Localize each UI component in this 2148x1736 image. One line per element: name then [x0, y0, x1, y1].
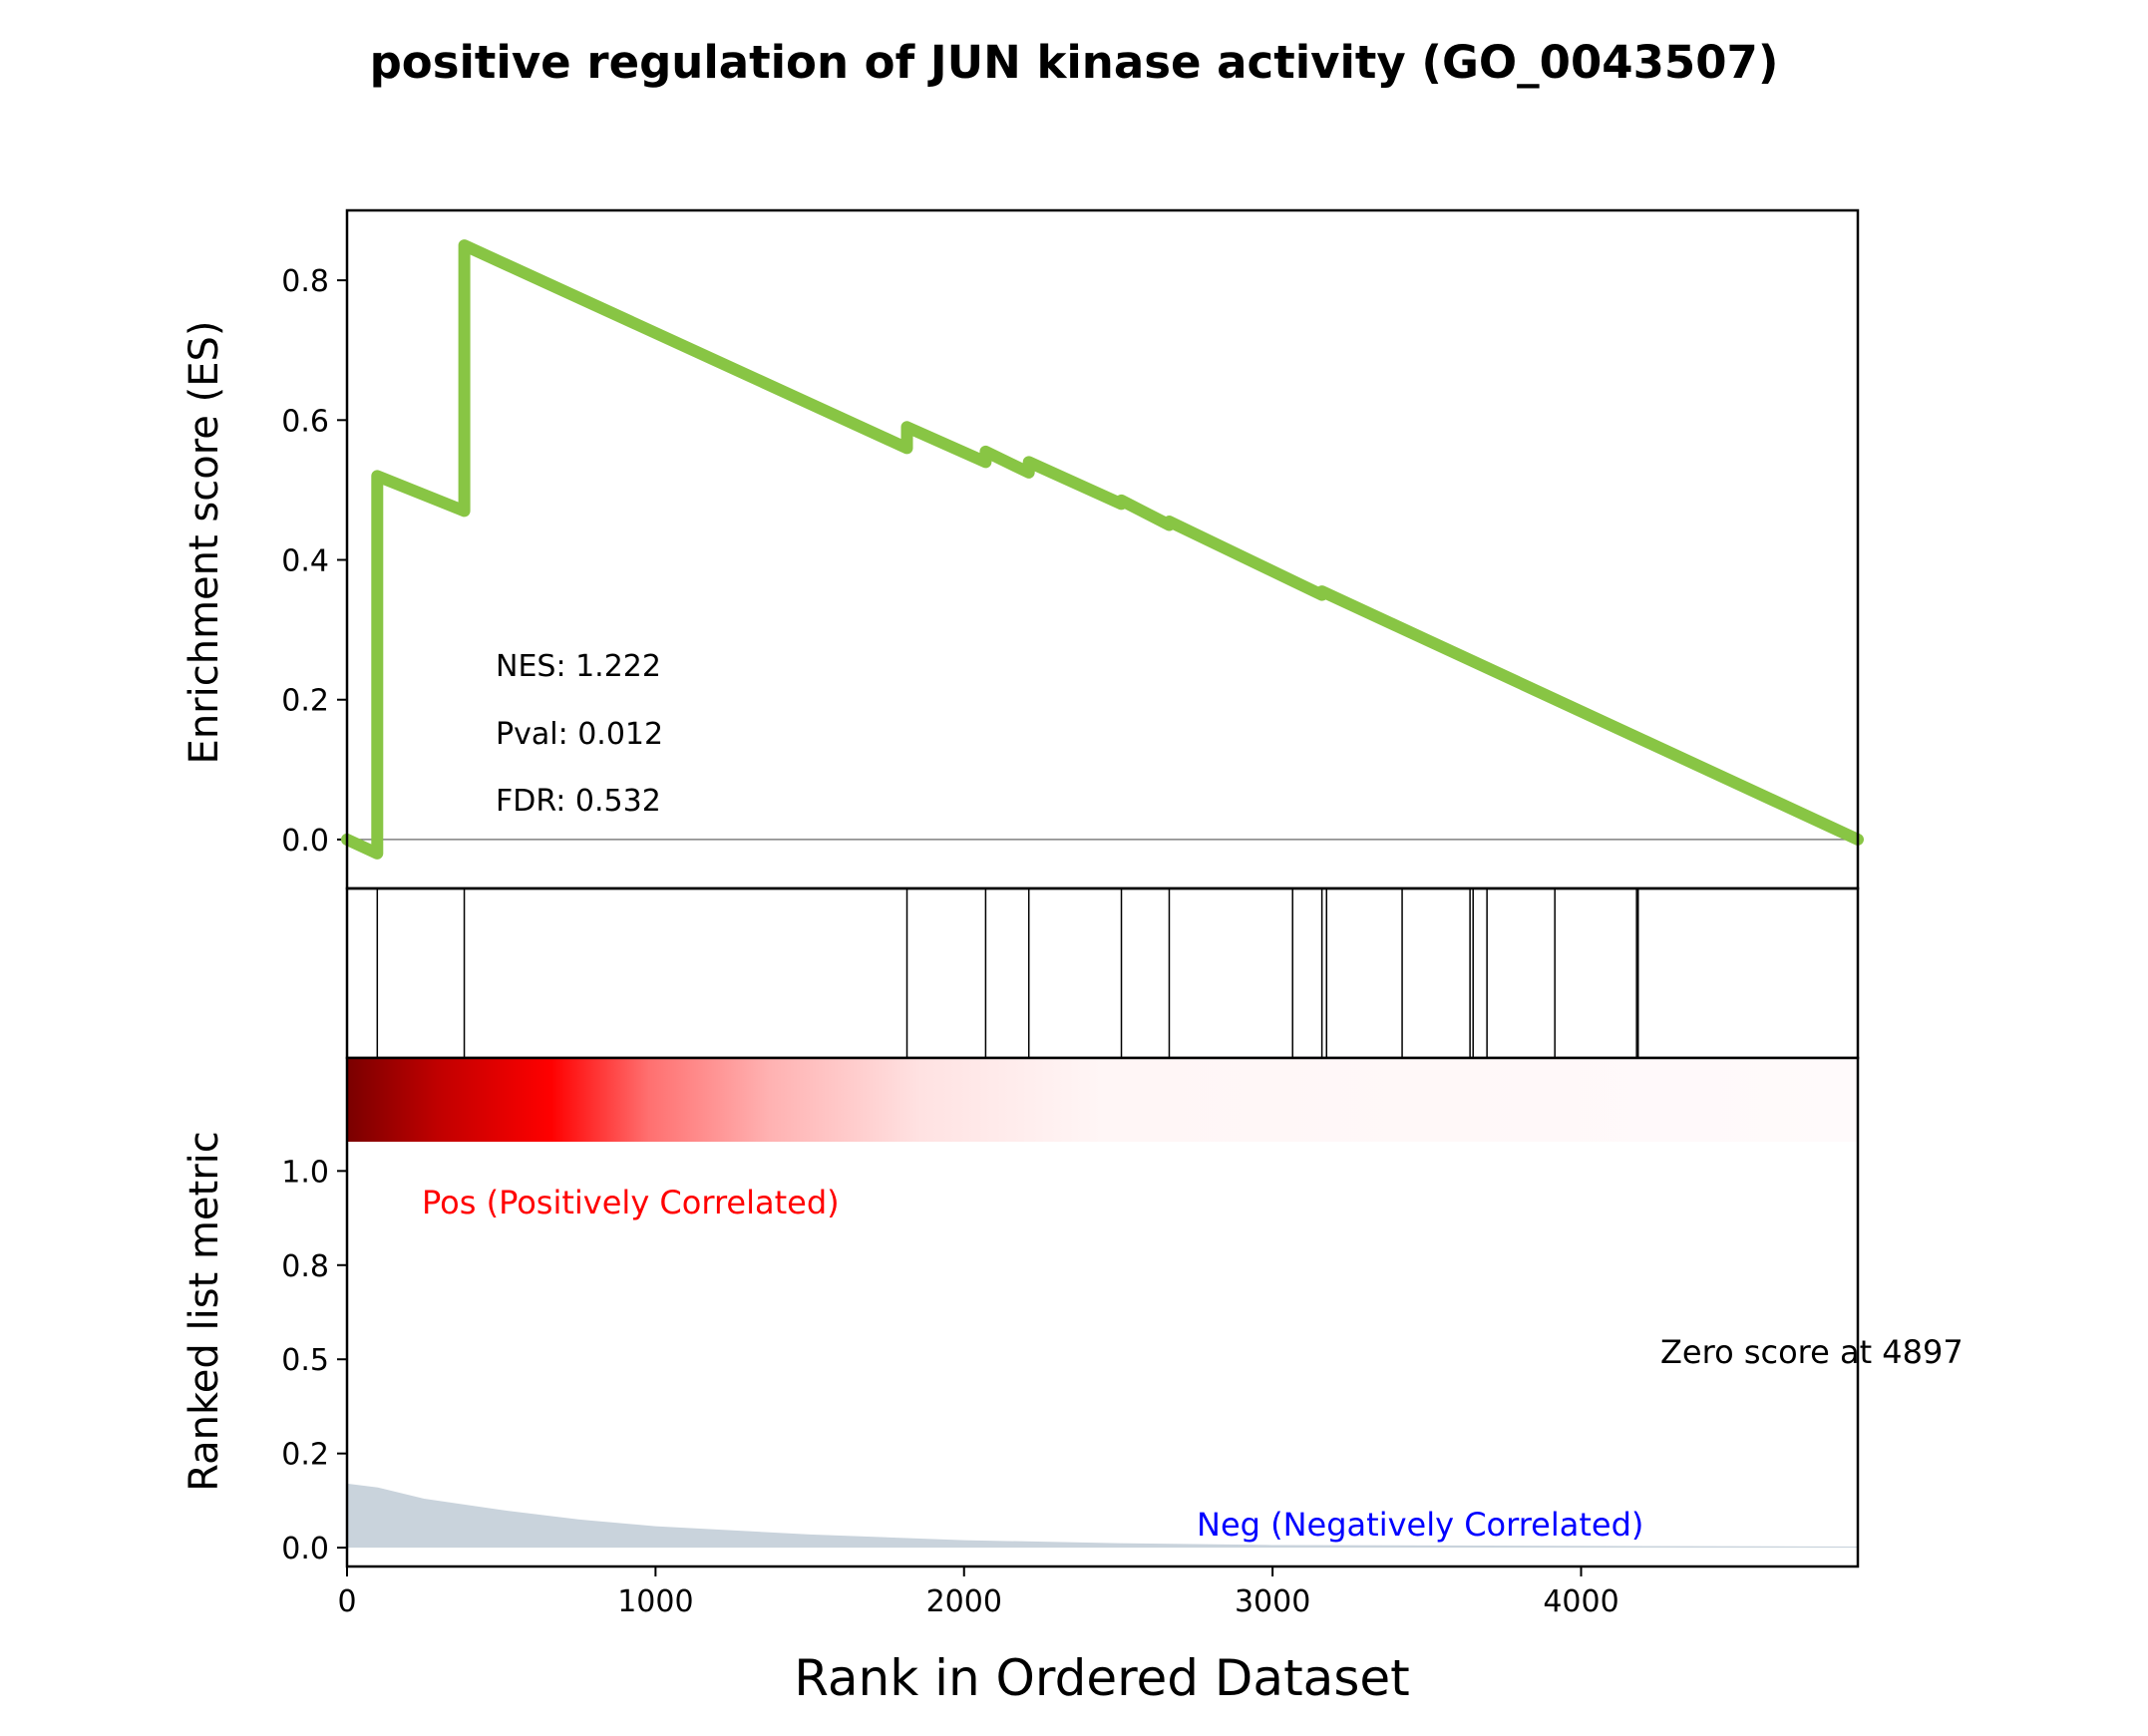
hit-lines — [376, 888, 1639, 1058]
hits-panel — [345, 886, 1860, 1060]
es-y-tick-label: 0.2 — [281, 684, 329, 719]
rank-y-tick-label: 0.2 — [281, 1438, 329, 1473]
rank-heatmap-bar — [347, 1058, 1858, 1142]
x-tick-label: 0 — [337, 1584, 356, 1619]
fdr-label: FDR: 0.532 — [496, 784, 661, 819]
x-tick-label: 3000 — [1235, 1584, 1310, 1619]
rank-metric-area — [347, 1483, 1858, 1549]
rank-y-tick-label: 1.0 — [281, 1155, 329, 1190]
es-y-ticks: 0.0 0.2 0.4 0.6 0.8 — [281, 264, 347, 859]
hits-panel-frame — [345, 886, 1860, 1060]
es-y-axis-label: Enrichment score (ES) — [181, 321, 227, 765]
es-series-line — [341, 239, 1864, 860]
x-tick-label: 4000 — [1543, 1584, 1618, 1619]
rank-y-axis-label: Ranked list metric — [181, 1131, 227, 1492]
pval-label: Pval: 0.012 — [496, 717, 663, 752]
rank-y-tick-label: 0.0 — [281, 1532, 329, 1566]
rank-y-ticks: 0.0 0.2 0.5 0.8 1.0 — [281, 1155, 347, 1566]
es-panel: 0.0 0.2 0.4 0.6 0.8 NES: 1.222 Pval: 0.012 F… — [181, 208, 1864, 890]
x-tick-label: 2000 — [926, 1584, 1002, 1619]
neg-correlated-label: Neg (Negatively Correlated) — [1197, 1506, 1643, 1544]
rank-y-tick-label: 0.5 — [281, 1343, 329, 1378]
x-axis-ticks: 0 1000 2000 3000 4000 — [337, 1566, 1619, 1619]
es-y-tick-label: 0.0 — [281, 824, 329, 859]
rank-panel-frame — [345, 1056, 1860, 1568]
x-axis-label: Rank in Ordered Dataset — [794, 1649, 1409, 1707]
es-y-tick-label: 0.6 — [281, 404, 329, 439]
chart-title: positive regulation of JUN kinase activi… — [370, 36, 1779, 89]
es-y-tick-label: 0.8 — [281, 264, 329, 299]
zero-score-label: Zero score at 4897 — [1660, 1333, 1964, 1371]
pos-correlated-label: Pos (Positively Correlated) — [422, 1184, 840, 1221]
rank-panel: 0.0 0.2 0.5 0.8 1.0 Pos (Positively Correlat… — [181, 1056, 1964, 1568]
rank-y-tick-label: 0.8 — [281, 1249, 329, 1284]
x-tick-label: 1000 — [617, 1584, 693, 1619]
nes-label: NES: 1.222 — [496, 649, 661, 684]
es-y-tick-label: 0.4 — [281, 544, 329, 579]
